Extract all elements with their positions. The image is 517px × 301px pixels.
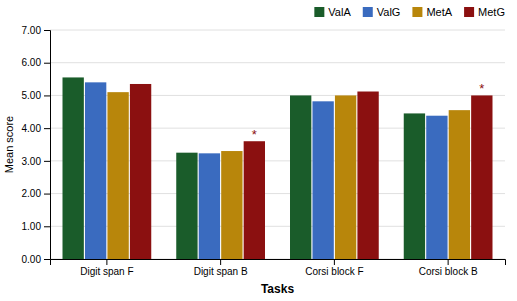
tick-mark <box>44 259 50 260</box>
legend-item: ValG <box>363 6 401 18</box>
legend-swatch <box>412 7 422 17</box>
tick-mark <box>448 259 449 265</box>
grid <box>50 30 505 259</box>
legend-swatch <box>464 7 474 17</box>
axis-line <box>51 260 506 266</box>
tick: 0.00 <box>22 254 50 265</box>
tick: 4.00 <box>22 123 50 134</box>
tick: 7.00 <box>22 25 50 36</box>
y-axis: 0.00 1.00 2.00 3.00 4.00 5.00 6.00 7.00 <box>22 25 51 265</box>
tick-mark <box>106 259 107 265</box>
bar <box>244 141 265 259</box>
tick-label: 6.00 <box>22 57 42 68</box>
bar <box>199 153 220 259</box>
tick-label: Digit span F <box>80 266 133 277</box>
bar-series <box>130 84 493 259</box>
tick-label: 3.00 <box>22 156 42 167</box>
axis-line <box>44 31 51 260</box>
bar <box>130 84 151 259</box>
legend-label: ValG <box>377 6 401 18</box>
x-axis-title: Tasks <box>261 282 294 296</box>
tick-label: 1.00 <box>22 221 42 232</box>
legend-label: ValA <box>328 6 351 18</box>
legend-label: MetA <box>426 6 452 18</box>
tick: Digit span F <box>80 259 133 277</box>
bars <box>62 77 492 259</box>
tick-label: Digit span B <box>194 266 248 277</box>
legend-item: ValA <box>314 6 351 18</box>
x-axis: Digit span F Digit span B Corsi block F Cor… <box>51 259 506 277</box>
tick: 1.00 <box>22 221 50 232</box>
annotation: * <box>252 127 257 142</box>
legend-label: MetG <box>478 6 505 18</box>
tick-mark <box>220 259 221 265</box>
legend-item: MetA <box>412 6 452 18</box>
tick: 3.00 <box>22 156 50 167</box>
bar-series <box>62 77 425 259</box>
tick-mark <box>44 30 50 31</box>
y-axis-title: Mean score <box>3 116 15 173</box>
bar-series <box>85 82 448 259</box>
tick-mark <box>334 259 335 265</box>
bar <box>357 92 378 259</box>
legend-swatch <box>363 7 373 17</box>
tick-label: Corsi block F <box>305 266 363 277</box>
tick-label: 0.00 <box>22 254 42 265</box>
tick-label: 7.00 <box>22 25 42 36</box>
tick-mark <box>44 194 50 195</box>
bar <box>471 95 492 259</box>
tick-mark <box>44 161 50 162</box>
bar <box>449 110 470 259</box>
tick: Digit span B <box>194 259 248 277</box>
tick: 2.00 <box>22 188 50 199</box>
tick-label: 5.00 <box>22 90 42 101</box>
legend-item: MetG <box>464 6 505 18</box>
tick: 6.00 <box>22 57 50 68</box>
grid-line <box>50 30 505 31</box>
bar <box>62 77 83 259</box>
bar <box>176 153 197 259</box>
bar <box>404 113 425 259</box>
tick: Corsi block B <box>419 259 478 277</box>
bar-series <box>107 92 470 259</box>
annotation: * <box>479 81 484 96</box>
tick-label: 4.00 <box>22 123 42 134</box>
tick-mark <box>44 226 50 227</box>
chart: 0.00 1.00 2.00 3.00 4.00 5.00 6.00 7.00 Digit sp… <box>0 0 517 301</box>
bar <box>312 101 333 259</box>
bar <box>290 95 311 259</box>
tick: 5.00 <box>22 90 50 101</box>
bar <box>85 82 106 259</box>
legend: ValA ValG MetA MetG <box>314 6 505 18</box>
bar <box>335 95 356 259</box>
plot: 0.00 1.00 2.00 3.00 4.00 5.00 6.00 7.00 Digit sp… <box>22 25 506 277</box>
tick-mark <box>44 95 50 96</box>
bar <box>426 116 447 259</box>
bar <box>107 92 128 259</box>
grid-line <box>50 62 505 63</box>
tick-mark <box>44 128 50 129</box>
tick-label: Corsi block B <box>419 266 478 277</box>
tick-mark <box>44 63 50 64</box>
tick: Corsi block F <box>305 259 363 277</box>
bar <box>221 151 242 259</box>
annotations: ** <box>252 81 485 142</box>
legend-swatch <box>314 7 324 17</box>
tick-label: 2.00 <box>22 188 42 199</box>
